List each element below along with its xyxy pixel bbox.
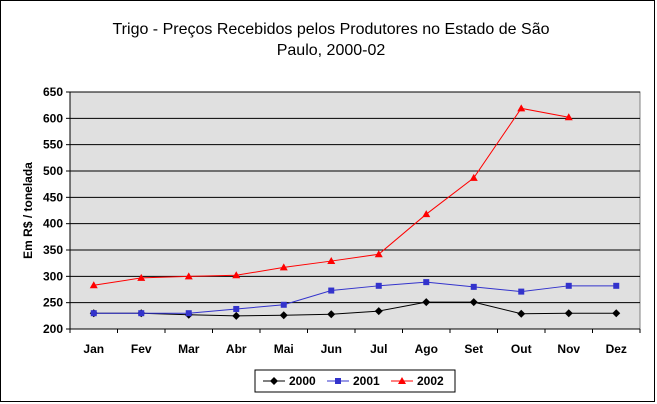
- data-point-2002: [232, 271, 241, 279]
- data-point-2002: [184, 272, 193, 280]
- data-point-2002: [517, 104, 526, 112]
- data-point-2002: [327, 257, 336, 265]
- data-point-2000: [517, 309, 526, 318]
- y-tick-label: 300: [43, 269, 63, 283]
- series-line-2000: [93, 301, 617, 317]
- y-tick-label: 550: [43, 138, 63, 152]
- plot-area: [69, 91, 641, 330]
- data-point-2001: [423, 279, 430, 286]
- chart-title: Trigo - Preços Recebidos pelos Produtore…: [41, 19, 621, 61]
- data-point-2001: [90, 310, 97, 317]
- data-point-2000: [469, 298, 478, 307]
- data-point-2002: [89, 281, 98, 289]
- x-tick-label: Mar: [178, 342, 200, 356]
- data-point-2001: [328, 287, 335, 294]
- x-tick-label: Fev: [131, 342, 152, 356]
- y-tick-label: 200: [43, 322, 63, 336]
- chart-title-line-2: Paulo, 2000-02: [276, 42, 386, 59]
- legend: [254, 369, 456, 393]
- x-tick-label: Dez: [606, 342, 627, 356]
- x-tick-label: Set: [464, 342, 483, 356]
- x-tick-label: Mai: [274, 342, 294, 356]
- y-tick-label: 500: [43, 164, 63, 178]
- data-point-2002: [137, 273, 146, 281]
- x-tick-label: Out: [511, 342, 532, 356]
- data-point-2000: [374, 307, 383, 316]
- data-point-2001: [185, 310, 192, 317]
- data-point-2002: [374, 250, 383, 258]
- y-axis-title: Em R$ / tonelada: [21, 162, 35, 259]
- data-point-2001: [613, 282, 620, 289]
- x-tick-label: Jan: [83, 342, 104, 356]
- legend-marker-2001: [335, 378, 341, 384]
- data-point-2002: [279, 263, 288, 271]
- x-tick-label: Ago: [415, 342, 438, 356]
- y-tick-label: 600: [43, 111, 63, 125]
- legend-marker-2002: [398, 377, 406, 384]
- data-point-2001: [138, 310, 145, 317]
- y-tick-label: 450: [43, 190, 63, 204]
- x-tick-label: Jul: [370, 342, 387, 356]
- x-tick-label: Jun: [321, 342, 342, 356]
- data-point-2000: [327, 310, 336, 319]
- data-point-2002: [422, 210, 431, 218]
- y-tick-label: 400: [43, 217, 63, 231]
- data-point-2000: [612, 309, 621, 318]
- data-point-2002: [564, 113, 573, 121]
- x-tick-label: Nov: [557, 342, 580, 356]
- x-tick-label: Abr: [226, 342, 247, 356]
- legend-marker-2000: [270, 377, 278, 385]
- y-tick-label: 350: [43, 243, 63, 257]
- y-tick-label: 250: [43, 296, 63, 310]
- legend-label-2000: 2000: [289, 374, 316, 388]
- legend-label-2001: 2001: [353, 374, 380, 388]
- data-point-2001: [565, 282, 572, 289]
- data-point-2001: [280, 301, 287, 308]
- series-line-2001: [93, 281, 617, 314]
- data-point-2001: [233, 305, 240, 312]
- data-point-2000: [232, 311, 241, 320]
- data-point-2001: [375, 282, 382, 289]
- data-point-2000: [279, 311, 288, 320]
- data-point-2000: [422, 298, 431, 307]
- data-point-2002: [469, 173, 478, 181]
- data-point-2001: [470, 283, 477, 290]
- data-point-2000: [564, 309, 573, 318]
- chart-title-line-1: Trigo - Preços Recebidos pelos Produtore…: [112, 21, 550, 38]
- legend-label-2002: 2002: [417, 374, 444, 388]
- y-tick-label: 650: [43, 85, 63, 99]
- data-point-2001: [518, 288, 525, 295]
